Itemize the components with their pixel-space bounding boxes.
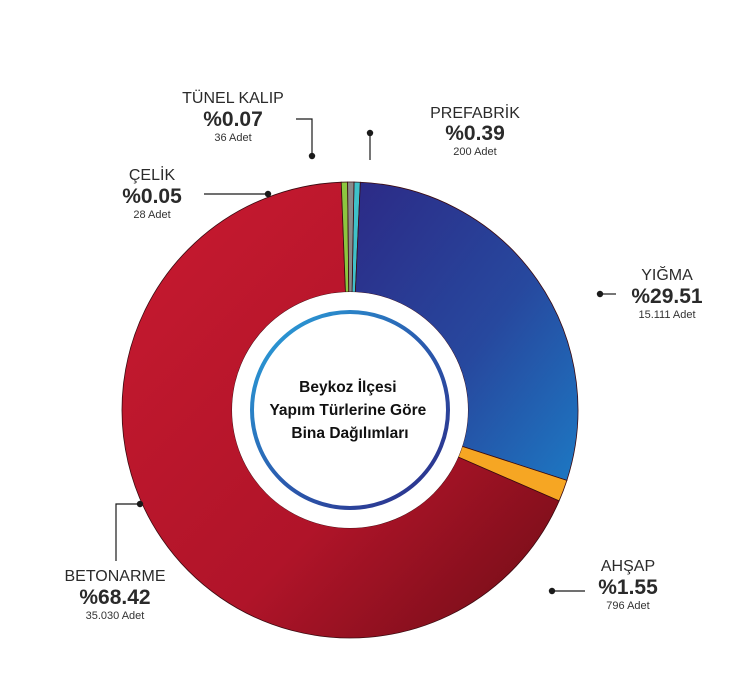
label-percent: %0.07	[203, 108, 263, 131]
label-ahsap: AHŞAP %1.55 796 Adet	[598, 558, 658, 612]
label-count: 28 Adet	[133, 209, 170, 221]
label-percent: %0.05	[122, 185, 182, 208]
dot-ahsap	[548, 587, 556, 595]
label-name: BETONARME	[64, 568, 165, 585]
dot-prefabrik	[366, 129, 374, 137]
leader-betonarme	[115, 503, 140, 561]
label-percent: %29.51	[631, 285, 703, 308]
title-line-1: Beykoz İlçesi	[299, 379, 396, 396]
dot-tunel-kalip	[308, 152, 316, 160]
label-prefabrik: PREFABRİK %0.39 200 Adet	[430, 103, 520, 158]
label-count: 200 Adet	[453, 146, 496, 158]
label-tunel-kalip: TÜNEL KALIP %0.07 36 Adet	[182, 89, 284, 144]
label-count: 36 Adet	[214, 132, 251, 144]
title-line-3: Bina Dağılımları	[291, 425, 408, 442]
label-name: AHŞAP	[601, 558, 655, 575]
donut-slices	[121, 181, 579, 639]
center-ring	[250, 310, 450, 510]
dot-celik	[264, 190, 272, 198]
label-name: ÇELİK	[129, 165, 176, 184]
label-name: YIĞMA	[641, 265, 693, 284]
label-yigma: YIĞMA %29.51 15.111 Adet	[631, 265, 703, 321]
label-count: 35.030 Adet	[86, 610, 145, 622]
label-name: TÜNEL KALIP	[182, 89, 284, 107]
label-celik: ÇELİK %0.05 28 Adet	[122, 165, 182, 221]
label-percent: %68.42	[79, 586, 150, 609]
label-percent: %1.55	[598, 576, 658, 599]
label-count: 796 Adet	[606, 600, 649, 612]
leader-dots	[136, 129, 604, 595]
dot-betonarme	[136, 500, 144, 508]
label-percent: %0.39	[445, 122, 505, 145]
leader-tunel-kalip	[296, 118, 313, 156]
label-count: 15.111 Adet	[638, 309, 695, 321]
donut-hole	[232, 292, 468, 528]
chart-title: Beykoz İlçesi Yapım Türlerine Göre Bina …	[269, 379, 430, 442]
label-name: PREFABRİK	[430, 103, 520, 122]
label-betonarme: BETONARME %68.42 35.030 Adet	[64, 568, 165, 622]
title-line-2: Yapım Türlerine Göre	[269, 402, 426, 419]
dot-yigma	[596, 290, 604, 298]
